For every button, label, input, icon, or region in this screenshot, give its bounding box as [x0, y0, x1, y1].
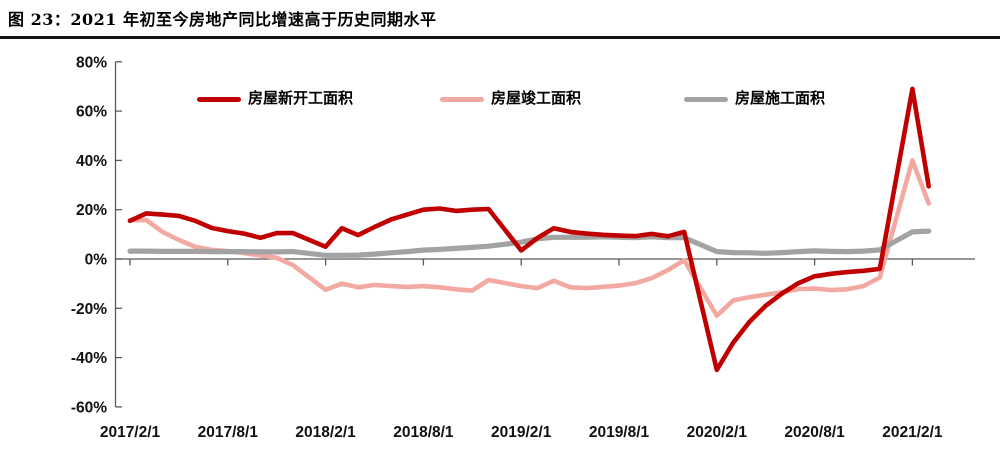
x-tick-label: 2019/8/1: [589, 424, 650, 441]
x-tick-label: 2021/2/1: [882, 424, 943, 441]
series-line-new-starts: [127, 86, 932, 373]
legend-label: 房屋施工面积: [735, 90, 826, 107]
title-divider: [0, 36, 1000, 39]
y-tick-label: 40%: [76, 153, 107, 170]
x-tick-label: 2017/8/1: [198, 424, 259, 441]
x-tick-label: 2020/8/1: [784, 424, 845, 441]
legend-label: 房屋竣工面积: [491, 90, 582, 107]
y-tick-label: -40%: [71, 350, 107, 367]
x-tick-label: 2018/8/1: [393, 424, 454, 441]
legend-item-under-construction: 房屋施工面积: [684, 90, 825, 108]
figure-title: 图 23：2021 年初至今房地产同比增速高于历史同期水平: [8, 10, 437, 29]
y-tick-label: 0%: [85, 252, 108, 269]
x-tick-label: 2020/2/1: [687, 424, 748, 441]
x-tick-label: 2018/2/1: [295, 424, 356, 441]
y-tick-label: 20%: [76, 202, 107, 219]
y-tick-label: -20%: [71, 301, 107, 318]
legend-line-swatch-new-starts-icon: [197, 96, 241, 102]
y-tick-label: 80%: [76, 54, 107, 71]
series-line-under-construction: [127, 228, 932, 258]
x-tick-label: 2017/2/1: [100, 424, 161, 441]
x-tick-label: 2019/2/1: [491, 424, 552, 441]
legend-label: 房屋新开工面积: [248, 90, 354, 107]
y-tick-label: 60%: [76, 104, 107, 121]
y-tick-label: -60%: [71, 399, 107, 416]
chart-legend: 房屋新开工面积 房屋竣工面积 房屋施工面积: [0, 90, 1000, 108]
legend-line-swatch-under-construction-icon: [684, 96, 728, 102]
legend-line-swatch-completions-icon: [440, 96, 484, 102]
legend-item-completions: 房屋竣工面积: [440, 90, 581, 108]
legend-item-new-starts: 房屋新开工面积: [197, 90, 353, 108]
